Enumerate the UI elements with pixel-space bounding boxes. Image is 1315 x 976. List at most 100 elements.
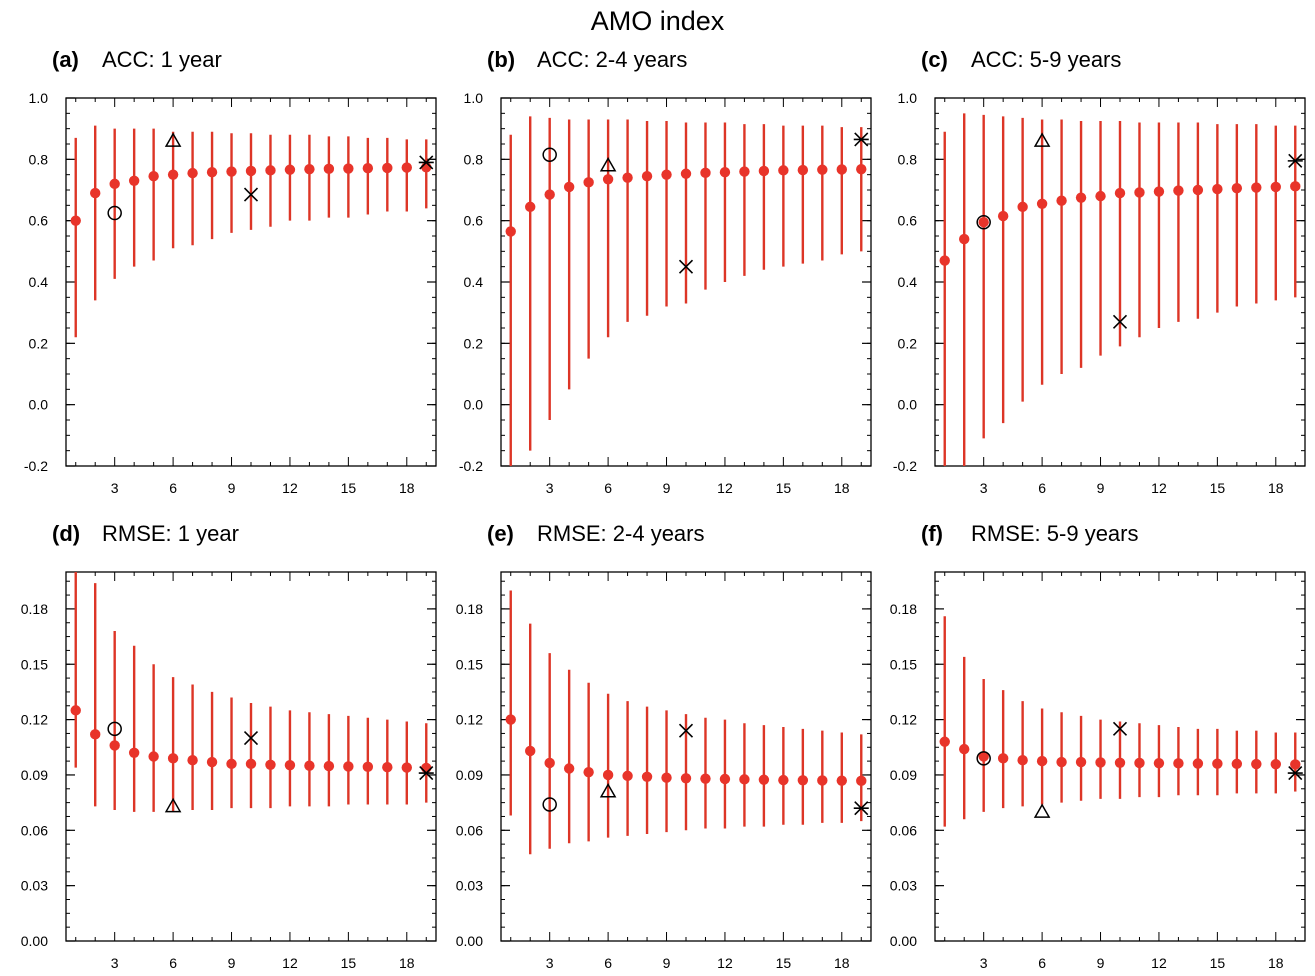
mean-dot	[90, 729, 101, 740]
panel-title: ACC: 2-4 years	[537, 47, 687, 72]
mean-dot	[525, 201, 536, 213]
panel-title: ACC: 1 year	[102, 47, 222, 72]
mean-dot	[421, 762, 432, 774]
panel-c: (c) ACC: 5-9 years -0.2 0.0 0.2 0.4 0.6 0.8 1.0 3…	[893, 47, 1306, 496]
asterisk-marker	[418, 155, 434, 170]
triangle-marker	[164, 132, 182, 147]
mean-dot	[997, 210, 1009, 222]
mean-dot	[661, 169, 672, 180]
mean-dot	[382, 162, 393, 174]
asterisk-marker	[1287, 153, 1303, 168]
y-tick-label: 0.6	[29, 213, 49, 229]
cross-marker	[1112, 721, 1128, 736]
y-tick-label: 0.03	[21, 878, 48, 894]
mean-dot	[128, 747, 140, 759]
x-tick-label: 12	[717, 955, 733, 971]
mean-dot	[797, 775, 809, 786]
mean-dot	[1290, 759, 1301, 770]
mean-dot	[187, 754, 198, 766]
y-tick-label: 0.6	[898, 213, 918, 229]
y-tick-label: 0.00	[456, 933, 483, 949]
mean-dot	[758, 165, 770, 177]
mean-dot	[525, 745, 536, 757]
mean-dot	[719, 773, 731, 785]
mean-dot	[362, 761, 374, 773]
mean-dot	[1036, 755, 1048, 767]
mean-dot	[817, 775, 828, 786]
mean-dot	[226, 758, 237, 770]
mean-dot	[680, 773, 692, 784]
x-tick-label: 6	[1038, 480, 1046, 496]
mean-dot	[265, 165, 276, 176]
mean-dot	[778, 774, 789, 786]
mean-dot	[1114, 757, 1126, 768]
panel-b: (b) ACC: 2-4 years -0.2 0.0 0.2 0.4 0.6 0.8 1.0 3…	[459, 47, 872, 496]
mean-dot	[323, 760, 335, 772]
triangle-marker	[599, 783, 617, 798]
y-tick-label: 0.6	[464, 213, 484, 229]
panel-letter: (f)	[921, 521, 943, 546]
y-tick-label: 0.12	[456, 712, 483, 728]
panel-letter: (a)	[52, 47, 79, 72]
x-tick-label: 3	[111, 955, 119, 971]
mean-dot	[206, 756, 218, 768]
mean-dot	[70, 215, 81, 226]
y-tick-label: 0.0	[898, 397, 918, 413]
triangle-marker	[1033, 132, 1051, 147]
triangle-marker	[164, 797, 182, 813]
asterisk-marker	[1287, 766, 1303, 781]
panel-title: ACC: 5-9 years	[971, 47, 1121, 72]
y-tick-label: 0.06	[456, 822, 483, 838]
mean-dot	[1153, 757, 1165, 769]
mean-dot	[602, 174, 614, 185]
mean-dot	[641, 771, 653, 782]
mean-dot	[284, 759, 296, 771]
y-tick-label: 0.4	[29, 274, 49, 290]
mean-dot	[661, 772, 672, 783]
y-tick-label: 0.00	[21, 933, 48, 949]
y-tick-label: 0.8	[29, 151, 49, 167]
mean-dot	[1251, 182, 1262, 193]
x-tick-label: 15	[1210, 955, 1226, 971]
mean-dot	[284, 164, 296, 175]
panel-letter: (c)	[921, 47, 948, 72]
y-tick-label: 1.0	[464, 90, 484, 106]
circle-marker	[976, 214, 991, 230]
y-tick-label: 0.18	[456, 601, 483, 617]
mean-dot	[739, 774, 750, 785]
asterisk-marker	[853, 801, 869, 816]
x-tick-label: 9	[228, 955, 236, 971]
x-tick-label: 12	[282, 955, 298, 971]
mean-dot	[109, 178, 120, 190]
mean-dot	[997, 753, 1009, 764]
mean-dot	[680, 168, 692, 179]
mean-dot	[382, 762, 393, 773]
mean-dot	[1056, 195, 1067, 206]
x-tick-label: 12	[1151, 480, 1167, 496]
panel-letter: (d)	[52, 521, 80, 546]
mean-dot	[245, 165, 257, 177]
y-tick-label: 1.0	[29, 90, 49, 106]
y-tick-label: 0.03	[890, 878, 917, 894]
y-tick-label: 0.06	[21, 822, 48, 838]
mean-dot	[70, 705, 81, 716]
panel-d: (d) RMSE: 1 year 0.00 0.03 0.06 0.09 0.12 0.15 0…	[21, 521, 437, 971]
y-tick-label: 0.09	[456, 767, 483, 783]
mean-dot	[959, 743, 970, 755]
mean-dot	[90, 187, 101, 199]
circle-marker	[107, 205, 122, 221]
mean-dot	[602, 769, 614, 781]
mean-dot	[959, 233, 970, 245]
mean-dot	[700, 167, 711, 179]
mean-dot	[856, 775, 867, 787]
y-tick-label: 0.15	[21, 656, 48, 672]
mean-dot	[1075, 756, 1087, 768]
x-tick-label: 18	[399, 955, 415, 971]
y-tick-label: 0.12	[890, 712, 917, 728]
mean-dot	[1212, 183, 1223, 195]
x-tick-label: 3	[546, 480, 554, 496]
x-tick-label: 15	[776, 955, 792, 971]
x-tick-label: 6	[604, 480, 612, 496]
mean-dot	[583, 177, 594, 188]
y-tick-label: 1.0	[898, 90, 918, 106]
